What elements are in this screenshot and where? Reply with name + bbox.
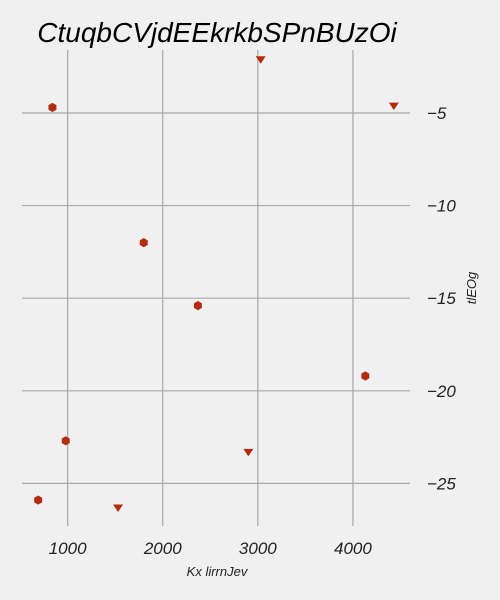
x-axis-label: Kx lirrnJev [187, 564, 249, 579]
scatter-point-triangle [388, 102, 399, 111]
x-tick-label: 1000 [49, 539, 87, 558]
horizontal-gridlines [22, 112, 410, 485]
y-tick-labels: −5 −10 −15 −20 −25 [427, 104, 456, 493]
scatter-point-triangle [243, 448, 254, 457]
y-tick-label: −5 [427, 104, 447, 123]
y-axis-label: tlEOg [464, 271, 479, 304]
scatter-point-hexagon [34, 495, 43, 505]
scatter-point-triangle [113, 504, 124, 512]
y-tick-label: −25 [427, 474, 456, 493]
x-tick-labels: 1000 2000 3000 4000 [49, 539, 373, 558]
y-tick-label: −15 [427, 289, 456, 308]
data-points [34, 56, 399, 512]
scatter-point-hexagon [48, 102, 57, 113]
x-tick-label: 3000 [239, 539, 277, 558]
scatter-point-hexagon [61, 436, 70, 446]
scatter-point-triangle [255, 56, 266, 64]
scatter-point-hexagon [139, 238, 148, 248]
y-tick-label: −10 [427, 197, 456, 216]
x-tick-label: 4000 [334, 539, 372, 558]
y-tick-label: −20 [427, 382, 456, 401]
scatter-point-hexagon [193, 301, 202, 311]
chart-title: CtuqbCVjdEEkrkbSPnBUzOi [37, 17, 397, 48]
scatter-point-hexagon [361, 371, 370, 381]
vertical-gridlines [67, 50, 354, 526]
x-tick-label: 2000 [143, 539, 182, 558]
